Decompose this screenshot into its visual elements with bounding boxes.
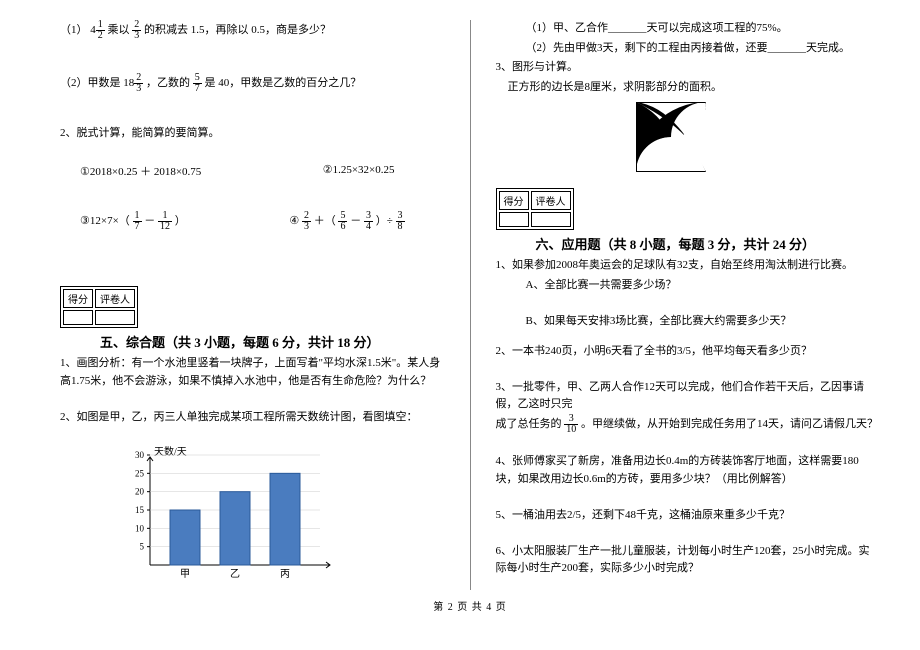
svg-text:25: 25	[135, 468, 145, 478]
q1-2-end: 是 40，甲数是乙数的百分之几？	[205, 77, 362, 89]
q6-1b: B、如果每天安排3场比赛，全部比赛大约需要多少天？	[526, 313, 881, 331]
q1-1-mid: 乘以	[108, 24, 130, 36]
svg-text:天数/天: 天数/天	[154, 445, 187, 458]
q1-1-text: 的积减去 1.5，再除以 0.5，商是多少？	[144, 24, 331, 36]
svg-text:10: 10	[135, 523, 145, 533]
q6-1: 1、如果参加2008年奥运会的足球队有32支，自始至终用淘汰制进行比赛。	[496, 257, 881, 275]
eq-row-2: ③12×7×（ 17 － 112 ） ④ 23 ＋（ 56 － 34 ）÷ 38	[80, 211, 435, 232]
score-h2: 评卷人	[95, 289, 135, 308]
score-table-5: 得分评卷人	[60, 286, 138, 328]
r2: （2）先由甲做3天，剩下的工程由丙接着做，还要_______天完成。	[526, 40, 881, 58]
q6-2: 2、一本书240页，小明6天看了全书的3/5，他平均每天看多少页？	[496, 343, 881, 361]
q6-4: 4、张师傅家买了新房，准备用边长0.4m的方砖装饰客厅地面，这样需要180块，如…	[496, 453, 881, 488]
q1-2-pre: （2）甲数是	[60, 77, 121, 89]
r3: 3、图形与计算。	[496, 59, 881, 77]
svg-text:20: 20	[135, 487, 145, 497]
q5-1: 1、画图分析：有一个水池里竖着一块牌子，上面写着"平均水深1.5米"。某人身高1…	[60, 355, 445, 390]
page-footer: 第 2 页 共 4 页	[60, 598, 880, 613]
svg-text:30: 30	[135, 450, 145, 460]
q6-5: 5、一桶油用去2/5，还剩下48千克，这桶油原来重多少千克？	[496, 507, 881, 525]
score-row-5: 得分评卷人	[60, 286, 445, 328]
svg-text:丙: 丙	[280, 569, 290, 580]
q1-2-mid: ，乙数的	[146, 77, 190, 89]
left-column: （1） 412 乘以 23 的积减去 1.5，再除以 0.5，商是多少？ （2）…	[60, 20, 445, 590]
q6-6: 6、小太阳服装厂生产一批儿童服装，计划每小时生产120套，25小时完成。实际每小…	[496, 543, 881, 578]
score-h2-6: 评卷人	[531, 191, 571, 210]
shape-figure	[636, 102, 881, 172]
r3b: 正方形的边长是8厘米，求阴影部分的面积。	[508, 79, 881, 97]
eq1: ①2018×0.25 ＋ 2018×0.75	[80, 163, 201, 179]
score-row-6: 得分评卷人	[496, 188, 881, 230]
eq4: ④ 23 ＋（ 56 － 34 ）÷ 38	[289, 211, 404, 232]
r1: （1）甲、乙合作_______天可以完成这项工程的75%。	[526, 20, 881, 38]
frac-3-10: 310	[564, 414, 578, 435]
frac-4-1-2: 412	[90, 24, 105, 36]
svg-text:甲: 甲	[180, 569, 190, 580]
q5-2: 2、如图是甲，乙，丙三人单独完成某项工程所需天数统计图，看图填空：	[60, 409, 445, 427]
section-6-title: 六、应用题（共 8 小题，每题 3 分，共计 24 分）	[536, 234, 881, 253]
eq2: ②1.25×32×0.25	[323, 163, 395, 179]
svg-text:5: 5	[140, 542, 145, 552]
score-h1-6: 得分	[499, 191, 529, 210]
bar-chart: 天数/天 30 25 20 15 10 5 甲 乙 丙	[120, 445, 445, 590]
frac-2-3a: 23	[132, 20, 141, 41]
leaf-shape-icon	[636, 102, 706, 172]
frac-18-2-3: 1823	[123, 77, 143, 89]
right-column: （1）甲、乙合作_______天可以完成这项工程的75%。 （2）先由甲做3天，…	[496, 20, 881, 590]
q1-2: （2）甲数是 1823 ，乙数的 57 是 40，甲数是乙数的百分之几？	[60, 73, 445, 94]
q1-1-prefix: （1）	[60, 24, 88, 36]
section-5-title: 五、综合题（共 3 小题，每题 6 分，共计 18 分）	[100, 332, 445, 351]
q2-title: 2、脱式计算，能简算的要简算。	[60, 125, 445, 143]
svg-text:15: 15	[135, 505, 145, 515]
q1-1: （1） 412 乘以 23 的积减去 1.5，再除以 0.5，商是多少？	[60, 20, 445, 41]
column-divider	[470, 20, 471, 590]
score-h1: 得分	[63, 289, 93, 308]
q6-1a: A、全部比赛一共需要多少场？	[526, 277, 881, 295]
frac-5-7: 57	[193, 73, 202, 94]
page-columns: （1） 412 乘以 23 的积减去 1.5，再除以 0.5，商是多少？ （2）…	[60, 20, 880, 590]
eq3: ③12×7×（ 17 － 112 ）	[80, 211, 186, 232]
svg-text:乙: 乙	[230, 568, 240, 580]
score-table-6: 得分评卷人	[496, 188, 574, 230]
q6-3: 3、一批零件，甲、乙两人合作12天可以完成，他们合作若干天后，乙因事请假，乙这时…	[496, 379, 881, 435]
eq-row-1: ①2018×0.25 ＋ 2018×0.75 ②1.25×32×0.25	[80, 163, 435, 179]
